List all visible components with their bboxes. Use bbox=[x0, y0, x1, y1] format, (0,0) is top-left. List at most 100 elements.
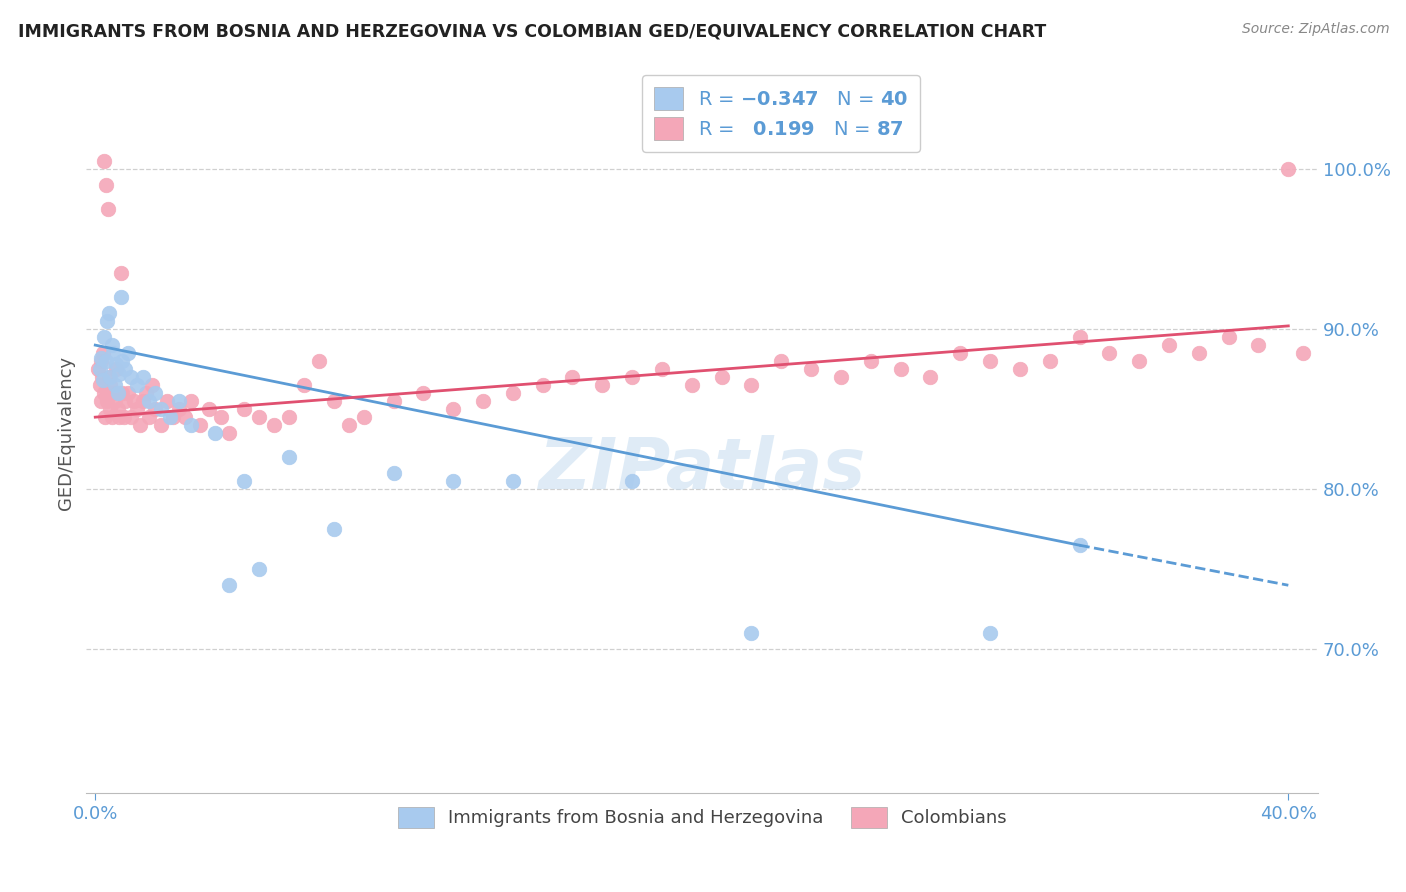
Text: Source: ZipAtlas.com: Source: ZipAtlas.com bbox=[1241, 22, 1389, 37]
Point bbox=[382, 466, 405, 480]
Point bbox=[89, 362, 111, 376]
Point bbox=[247, 410, 270, 425]
Point bbox=[94, 354, 117, 368]
Point bbox=[90, 351, 112, 365]
Point bbox=[233, 402, 256, 417]
Point bbox=[156, 394, 179, 409]
Point bbox=[91, 346, 114, 360]
Point bbox=[740, 626, 762, 640]
Point bbox=[1128, 354, 1150, 368]
Point bbox=[132, 394, 155, 409]
Point bbox=[322, 522, 344, 536]
Point bbox=[710, 370, 733, 384]
Point bbox=[681, 378, 703, 392]
Point bbox=[108, 367, 131, 381]
Point bbox=[1069, 330, 1091, 344]
Point bbox=[138, 394, 160, 409]
Point bbox=[111, 354, 134, 368]
Legend: Immigrants from Bosnia and Herzegovina, Colombians: Immigrants from Bosnia and Herzegovina, … bbox=[391, 799, 1014, 835]
Point bbox=[112, 410, 135, 425]
Point bbox=[90, 370, 112, 384]
Point bbox=[920, 370, 942, 384]
Point bbox=[173, 410, 195, 425]
Point bbox=[1069, 538, 1091, 552]
Point bbox=[859, 354, 882, 368]
Point bbox=[651, 362, 673, 376]
Point bbox=[143, 402, 166, 417]
Point bbox=[98, 402, 121, 417]
Point bbox=[167, 394, 190, 409]
Point bbox=[979, 354, 1001, 368]
Point bbox=[740, 378, 762, 392]
Point bbox=[93, 330, 115, 344]
Point bbox=[441, 474, 464, 488]
Point bbox=[621, 474, 644, 488]
Point bbox=[135, 386, 157, 401]
Point bbox=[117, 346, 139, 360]
Point bbox=[180, 418, 202, 433]
Point bbox=[800, 362, 823, 376]
Point bbox=[97, 202, 120, 216]
Point bbox=[218, 578, 240, 592]
Point bbox=[1277, 161, 1299, 176]
Point bbox=[830, 370, 852, 384]
Point bbox=[149, 402, 172, 417]
Point bbox=[91, 373, 114, 387]
Point bbox=[101, 346, 124, 360]
Point bbox=[382, 394, 405, 409]
Point bbox=[1008, 362, 1031, 376]
Point bbox=[233, 474, 256, 488]
Point bbox=[1039, 354, 1062, 368]
Point bbox=[141, 378, 163, 392]
Point bbox=[100, 338, 122, 352]
Point bbox=[204, 426, 226, 441]
Point bbox=[1218, 330, 1240, 344]
Point bbox=[110, 290, 132, 304]
Point bbox=[322, 394, 344, 409]
Point bbox=[337, 418, 360, 433]
Point bbox=[218, 426, 240, 441]
Point bbox=[129, 418, 152, 433]
Point bbox=[502, 386, 524, 401]
Point bbox=[93, 154, 115, 169]
Point bbox=[94, 410, 117, 425]
Point bbox=[949, 346, 972, 360]
Point bbox=[167, 402, 190, 417]
Point bbox=[149, 418, 172, 433]
Point bbox=[472, 394, 495, 409]
Point bbox=[162, 410, 184, 425]
Point bbox=[105, 357, 128, 371]
Point bbox=[97, 306, 120, 320]
Point bbox=[180, 394, 202, 409]
Point bbox=[114, 394, 136, 409]
Point bbox=[143, 386, 166, 401]
Point bbox=[197, 402, 219, 417]
Point bbox=[979, 626, 1001, 640]
Point bbox=[89, 378, 111, 392]
Point bbox=[96, 386, 118, 401]
Point bbox=[94, 178, 117, 192]
Point bbox=[263, 418, 285, 433]
Point bbox=[120, 370, 142, 384]
Point bbox=[561, 370, 583, 384]
Point bbox=[278, 410, 301, 425]
Point bbox=[105, 362, 128, 376]
Point bbox=[278, 450, 301, 465]
Point bbox=[1247, 338, 1270, 352]
Point bbox=[292, 378, 315, 392]
Point bbox=[87, 362, 110, 376]
Point bbox=[114, 362, 136, 376]
Point bbox=[125, 378, 148, 392]
Point bbox=[1098, 346, 1121, 360]
Point bbox=[1157, 338, 1180, 352]
Point bbox=[770, 354, 793, 368]
Point bbox=[591, 378, 613, 392]
Point bbox=[93, 386, 115, 401]
Point bbox=[531, 378, 554, 392]
Point bbox=[107, 386, 129, 401]
Point bbox=[90, 354, 112, 368]
Point bbox=[100, 410, 122, 425]
Point bbox=[111, 386, 134, 401]
Point bbox=[159, 410, 181, 425]
Point bbox=[353, 410, 375, 425]
